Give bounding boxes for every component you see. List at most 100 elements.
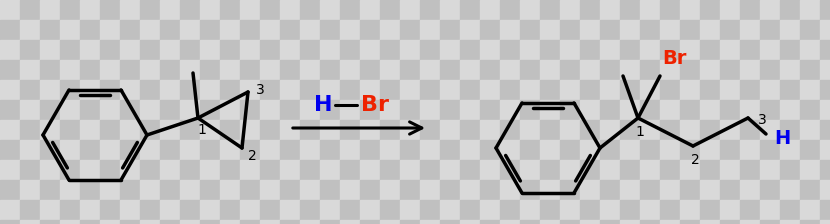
Bar xyxy=(80,200,100,220)
Bar xyxy=(400,100,420,120)
Bar xyxy=(460,40,480,60)
Bar xyxy=(300,140,320,160)
Bar xyxy=(0,160,20,180)
Bar xyxy=(320,40,340,60)
Bar xyxy=(520,120,540,140)
Text: 2: 2 xyxy=(691,153,700,167)
Bar xyxy=(400,200,420,220)
Bar xyxy=(220,40,240,60)
Bar xyxy=(760,20,780,40)
Bar xyxy=(480,60,500,80)
Bar xyxy=(680,140,700,160)
Bar xyxy=(380,120,400,140)
Bar xyxy=(140,40,160,60)
Bar xyxy=(580,160,600,180)
Bar xyxy=(240,160,260,180)
Bar xyxy=(820,80,830,100)
Bar xyxy=(500,180,520,200)
Bar xyxy=(300,80,320,100)
Bar xyxy=(340,100,360,120)
Bar xyxy=(100,120,120,140)
Bar xyxy=(260,180,280,200)
Bar xyxy=(640,80,660,100)
Text: 1: 1 xyxy=(636,125,644,139)
Bar xyxy=(720,140,740,160)
Bar xyxy=(120,100,140,120)
Bar xyxy=(580,0,600,20)
Bar xyxy=(60,20,80,40)
Bar xyxy=(540,60,560,80)
Bar xyxy=(440,180,460,200)
Text: H: H xyxy=(774,129,790,147)
Bar xyxy=(120,80,140,100)
Bar xyxy=(600,20,620,40)
Bar xyxy=(360,80,380,100)
Bar xyxy=(180,80,200,100)
Bar xyxy=(220,60,240,80)
Bar xyxy=(620,60,640,80)
Bar xyxy=(420,220,440,224)
Bar xyxy=(100,0,120,20)
Bar xyxy=(600,220,620,224)
Bar xyxy=(720,120,740,140)
Bar xyxy=(360,180,380,200)
Bar xyxy=(580,120,600,140)
Bar xyxy=(260,200,280,220)
Bar xyxy=(0,60,20,80)
Bar xyxy=(340,80,360,100)
Bar xyxy=(480,100,500,120)
Bar xyxy=(80,100,100,120)
Bar xyxy=(260,100,280,120)
Bar xyxy=(640,60,660,80)
Bar xyxy=(0,200,20,220)
Bar xyxy=(520,0,540,20)
Bar xyxy=(740,100,760,120)
Bar xyxy=(560,0,580,20)
Bar xyxy=(80,20,100,40)
Bar xyxy=(420,80,440,100)
Bar xyxy=(320,20,340,40)
Bar xyxy=(700,60,720,80)
Bar xyxy=(420,20,440,40)
Bar xyxy=(620,80,640,100)
Bar xyxy=(400,140,420,160)
Bar xyxy=(140,160,160,180)
Bar xyxy=(240,20,260,40)
Bar xyxy=(460,0,480,20)
Bar xyxy=(480,200,500,220)
Bar xyxy=(580,100,600,120)
Bar xyxy=(680,200,700,220)
Bar xyxy=(400,220,420,224)
Bar xyxy=(300,60,320,80)
Bar xyxy=(160,140,180,160)
Bar xyxy=(280,120,300,140)
Bar xyxy=(580,60,600,80)
Bar xyxy=(180,60,200,80)
Bar xyxy=(180,220,200,224)
Bar xyxy=(580,40,600,60)
Bar xyxy=(580,200,600,220)
Bar xyxy=(740,140,760,160)
Bar xyxy=(140,120,160,140)
Bar xyxy=(120,140,140,160)
Bar xyxy=(220,180,240,200)
Bar xyxy=(360,220,380,224)
Bar xyxy=(760,140,780,160)
Bar xyxy=(540,0,560,20)
Bar xyxy=(620,40,640,60)
Bar xyxy=(780,220,800,224)
Bar xyxy=(360,0,380,20)
Bar xyxy=(160,120,180,140)
Bar xyxy=(380,0,400,20)
Bar xyxy=(0,120,20,140)
Bar xyxy=(580,140,600,160)
Bar xyxy=(760,100,780,120)
Bar xyxy=(660,80,680,100)
Bar xyxy=(720,200,740,220)
Bar xyxy=(700,20,720,40)
Bar xyxy=(300,0,320,20)
Bar xyxy=(780,80,800,100)
Bar xyxy=(80,120,100,140)
Bar xyxy=(420,180,440,200)
Bar xyxy=(820,0,830,20)
